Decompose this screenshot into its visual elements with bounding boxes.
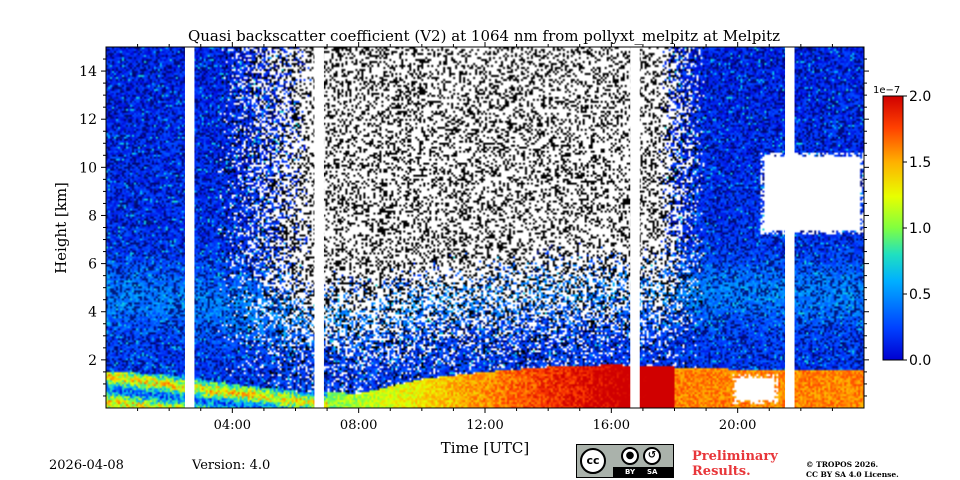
footer-version: Version: 4.0 bbox=[192, 458, 271, 473]
colorbar-tick-label: 2.0 bbox=[909, 89, 931, 105]
cc-sa-label: SA bbox=[647, 468, 658, 476]
x-tick-label: 04:00 bbox=[214, 418, 251, 433]
y-tick-label: 14 bbox=[79, 64, 97, 80]
x-tick-label: 12:00 bbox=[466, 418, 503, 433]
footer-date: 2026-04-08 bbox=[49, 458, 124, 473]
cc-icon: cc bbox=[580, 448, 606, 474]
preliminary-line-1: Preliminary bbox=[692, 449, 778, 464]
colorbar-scale-label: 1e−7 bbox=[873, 85, 900, 96]
y-axis: 2 4 6 8 10 12 14 bbox=[79, 58, 869, 397]
data-gap bbox=[314, 47, 324, 408]
cc-badge-bar bbox=[613, 467, 673, 477]
data-gap bbox=[630, 47, 640, 408]
y-tick-label: 10 bbox=[79, 160, 97, 176]
colorbar-tick-label: 0.0 bbox=[909, 353, 931, 369]
by-person-icon: ● bbox=[621, 447, 639, 465]
colorbar-tick-label: 0.5 bbox=[909, 287, 931, 303]
colorbar-ticks: 0.0 0.5 1.0 1.5 2.0 bbox=[903, 89, 931, 369]
data-gap bbox=[184, 47, 195, 408]
data-gaps bbox=[184, 47, 795, 408]
y-tick-label: 12 bbox=[79, 112, 97, 128]
y-tick-label: 2 bbox=[88, 353, 97, 369]
preliminary-results-note: Preliminary Results. bbox=[692, 449, 778, 479]
backscatter-heatmap bbox=[106, 47, 864, 408]
colorbar-tick-label: 1.5 bbox=[909, 155, 931, 171]
y-axis-label: Height [km] bbox=[52, 182, 70, 274]
x-tick-label: 08:00 bbox=[340, 418, 377, 433]
x-axis-label: Time [UTC] bbox=[441, 439, 530, 457]
copyright-note: © TROPOS 2026. CC BY SA 4.0 License. bbox=[806, 460, 899, 480]
data-gap bbox=[785, 47, 795, 408]
copyright-line-2: CC BY SA 4.0 License. bbox=[806, 470, 899, 479]
x-axis: 04:00 08:00 12:00 16:00 20:00 bbox=[137, 42, 833, 433]
y-tick-label: 4 bbox=[88, 305, 97, 321]
chart-title: Quasi backscatter coefficient (V2) at 10… bbox=[188, 27, 780, 45]
x-tick-label: 20:00 bbox=[719, 418, 756, 433]
colorbar-gradient bbox=[882, 95, 904, 361]
cc-by-label: BY bbox=[625, 468, 636, 476]
x-tick-label: 16:00 bbox=[593, 418, 630, 433]
cc-license-badge: cc ● ↺ BY SA bbox=[576, 444, 674, 478]
plot-area bbox=[105, 46, 865, 409]
copyright-line-1: © TROPOS 2026. bbox=[806, 460, 879, 469]
colorbar-tick-label: 1.0 bbox=[909, 221, 931, 237]
y-tick-label: 8 bbox=[88, 208, 97, 224]
preliminary-line-2: Results. bbox=[692, 464, 751, 479]
colorbar: 1e−7 0.0 0.5 1.0 1.5 2.0 bbox=[873, 85, 931, 369]
sa-share-icon: ↺ bbox=[643, 447, 661, 465]
y-tick-label: 6 bbox=[88, 257, 97, 273]
